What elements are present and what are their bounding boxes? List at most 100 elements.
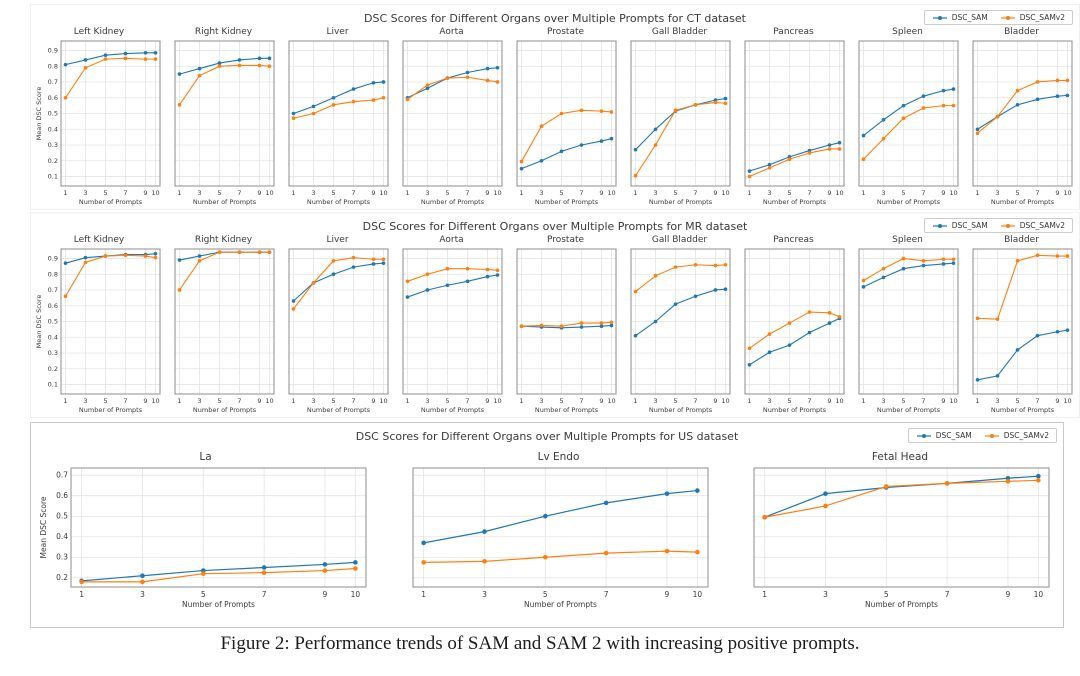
svg-text:3: 3 — [140, 590, 145, 599]
svg-text:1: 1 — [177, 397, 181, 405]
svg-text:3: 3 — [539, 189, 543, 197]
svg-text:0.8: 0.8 — [48, 62, 58, 70]
svg-text:9: 9 — [664, 590, 669, 599]
svg-text:5: 5 — [217, 397, 221, 405]
svg-text:1: 1 — [79, 590, 84, 599]
subplot-left-kidney: Left Kidney 1 3 5 7 9 10 Number of Prompts 0.1 0.… — [34, 235, 164, 415]
svg-text:0.7: 0.7 — [48, 78, 58, 86]
svg-text:Number of Prompts: Number of Prompts — [421, 198, 485, 206]
sam-line-marker-icon — [916, 433, 931, 438]
svg-text:3: 3 — [881, 397, 885, 405]
svg-text:5: 5 — [331, 189, 335, 197]
svg-text:0.7: 0.7 — [56, 470, 68, 479]
svg-text:10: 10 — [949, 189, 957, 197]
svg-text:7: 7 — [579, 189, 583, 197]
svg-text:10: 10 — [493, 189, 501, 197]
svg-text:Mean DSC Score: Mean DSC Score — [39, 496, 48, 558]
svg-text:10: 10 — [721, 189, 729, 197]
svg-text:7: 7 — [1035, 189, 1039, 197]
svg-text:7: 7 — [237, 397, 241, 405]
svg-text:Number of Prompts: Number of Prompts — [193, 198, 257, 206]
svg-text:9: 9 — [713, 397, 717, 405]
subplot-prostate: Prostate 1 3 5 7 9 10 Number of Prompts — [511, 27, 620, 207]
svg-text:10: 10 — [1063, 189, 1071, 197]
svg-text:0.5: 0.5 — [48, 318, 58, 326]
svg-text:7: 7 — [262, 590, 267, 599]
svg-text:10: 10 — [379, 397, 387, 405]
subplot-title: Spleen — [892, 235, 923, 245]
subplot-liver: Liver 1 3 5 7 9 10 Number of Prompts — [283, 27, 392, 207]
subplot-liver: Liver 1 3 5 7 9 10 Number of Prompts — [283, 235, 392, 415]
subplot-la: La 1 3 5 7 9 10 Number of Prompts 0.2 0.3 0.4 0.5 0.… — [39, 451, 372, 611]
legend-label: DSC_SAMv2 — [1019, 13, 1065, 22]
subplot-gall-bladder: Gall Bladder 1 3 5 7 9 10 Number of Prompts — [625, 235, 734, 415]
svg-text:7: 7 — [123, 397, 127, 405]
svg-text:Number of Prompts: Number of Prompts — [307, 198, 371, 206]
svg-text:9: 9 — [323, 590, 328, 599]
svg-text:0.3: 0.3 — [56, 552, 68, 561]
svg-text:9: 9 — [713, 189, 717, 197]
subplot-pancreas: Pancreas 1 3 5 7 9 10 Number of Prompts — [739, 235, 848, 415]
svg-text:5: 5 — [1015, 189, 1019, 197]
samv2-line-marker-icon — [1000, 15, 1015, 20]
svg-text:1: 1 — [519, 189, 523, 197]
subplot-left-kidney: Left Kidney 1 3 5 7 9 10 Number of Prompts 0.1 0.… — [34, 27, 164, 207]
svg-text:0.9: 0.9 — [48, 47, 58, 55]
subplot-lv-endo: Lv Endo 1 3 5 7 9 10 Number of Prompts — [404, 451, 714, 611]
svg-text:7: 7 — [123, 189, 127, 197]
figure-caption: Figure 2: Performance trends of SAM and … — [220, 633, 860, 654]
svg-text:9: 9 — [257, 397, 261, 405]
legend-label: DSC_SAM — [951, 221, 988, 230]
svg-text:Number of Prompts: Number of Prompts — [421, 406, 485, 414]
subplot-fetal-head: Fetal Head 1 3 5 7 9 10 Number of Prompts — [745, 451, 1055, 611]
subplot-title: Left Kidney — [73, 27, 125, 37]
subplot-title: Left Kidney — [73, 235, 125, 245]
line-chart: 1 3 5 7 9 10 Number of Prompts — [402, 248, 503, 414]
svg-text:3: 3 — [881, 189, 885, 197]
svg-text:7: 7 — [921, 397, 925, 405]
subplot-spleen: Spleen 1 3 5 7 9 10 Number of Prompts — [853, 235, 962, 415]
svg-text:10: 10 — [1063, 397, 1071, 405]
svg-text:0.4: 0.4 — [48, 125, 58, 133]
svg-text:5: 5 — [445, 397, 449, 405]
svg-text:0.5: 0.5 — [48, 110, 58, 118]
svg-text:9: 9 — [371, 397, 375, 405]
svg-text:5: 5 — [787, 397, 791, 405]
svg-text:Number of Prompts: Number of Prompts — [649, 198, 713, 206]
line-chart: 1 3 5 7 9 10 Number of Prompts — [288, 248, 389, 414]
svg-text:Number of Prompts: Number of Prompts — [763, 406, 827, 414]
svg-text:10: 10 — [1034, 590, 1044, 599]
svg-text:Number of Prompts: Number of Prompts — [877, 198, 941, 206]
svg-text:Number of Prompts: Number of Prompts — [79, 198, 143, 206]
svg-text:1: 1 — [421, 590, 426, 599]
svg-text:1: 1 — [405, 189, 409, 197]
ct-subplots: Left Kidney 1 3 5 7 9 10 Number of Prompts 0.1 0.… — [34, 27, 1076, 207]
svg-text:Number of Prompts: Number of Prompts — [79, 406, 143, 414]
svg-text:9: 9 — [1055, 397, 1059, 405]
us-dataset-panel: DSC Scores for Different Organs over Mul… — [30, 422, 1064, 628]
subplot-right-kidney: Right Kidney 1 3 5 7 9 10 Number of Prompts — [169, 235, 278, 415]
svg-text:0.7: 0.7 — [48, 286, 58, 294]
svg-text:Number of Prompts: Number of Prompts — [535, 406, 599, 414]
svg-text:3: 3 — [197, 397, 201, 405]
svg-text:1: 1 — [762, 590, 767, 599]
svg-text:1: 1 — [975, 397, 979, 405]
mr-dataset-panel: DSC Scores for Different Organs over Mul… — [30, 212, 1080, 418]
subplot-bladder: Bladder 1 3 5 7 9 10 Number of Prompts — [967, 235, 1076, 415]
svg-text:0.6: 0.6 — [48, 94, 58, 102]
svg-text:7: 7 — [351, 397, 355, 405]
svg-text:Number of Prompts: Number of Prompts — [865, 600, 938, 609]
svg-text:1: 1 — [633, 189, 637, 197]
subplot-right-kidney: Right Kidney 1 3 5 7 9 10 Number of Prompts — [169, 27, 278, 207]
line-chart: 1 3 5 7 9 10 Number of Prompts — [630, 248, 731, 414]
svg-text:1: 1 — [405, 397, 409, 405]
svg-text:3: 3 — [767, 189, 771, 197]
svg-text:9: 9 — [941, 189, 945, 197]
subplot-aorta: Aorta 1 3 5 7 9 10 Number of Prompts — [397, 235, 506, 415]
svg-text:9: 9 — [485, 397, 489, 405]
subplot-aorta: Aorta 1 3 5 7 9 10 Number of Prompts — [397, 27, 506, 207]
svg-text:1: 1 — [63, 397, 67, 405]
svg-text:1: 1 — [861, 397, 865, 405]
svg-text:10: 10 — [949, 397, 957, 405]
